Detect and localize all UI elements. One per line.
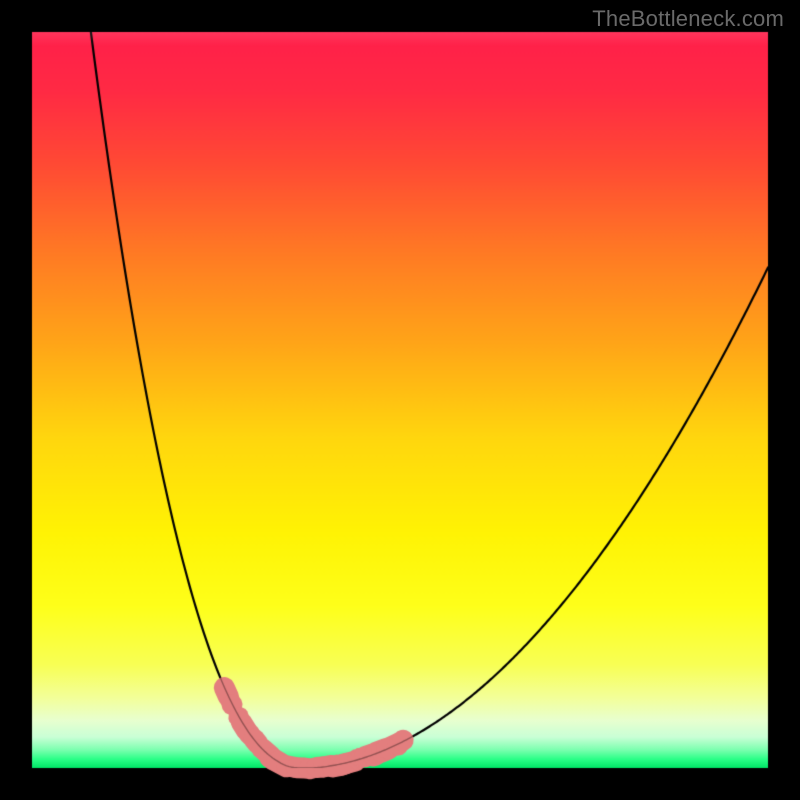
watermark-text: TheBottleneck.com (592, 6, 784, 32)
gradient-curve-canvas (0, 0, 800, 800)
chart-root: TheBottleneck.com (0, 0, 800, 800)
